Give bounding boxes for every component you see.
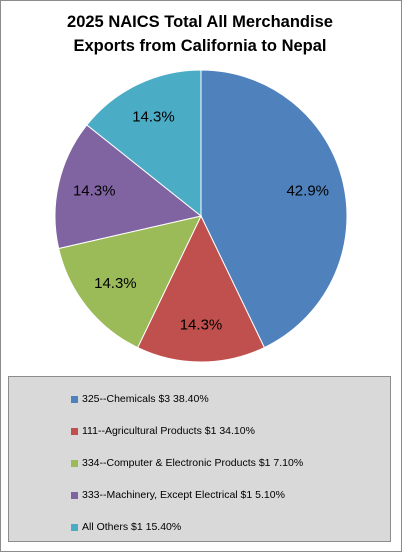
pie-slice-label-agricultural: 14.3%	[180, 316, 223, 333]
chart-title-line-2: Exports from California to Nepal	[73, 37, 327, 55]
pie-slice-label-computer: 14.3%	[94, 275, 137, 292]
legend-item-chemicals: 325--Chemicals $3 38.40%	[71, 391, 209, 407]
pie-slice-computer	[58, 215, 202, 349]
legend-swatch	[71, 523, 78, 531]
pie-slice-label-chemicals: 42.9%	[286, 183, 329, 200]
pie-slice-machinery	[54, 124, 203, 250]
pie-slice-label-machinery: 14.3%	[73, 183, 116, 200]
legend-label: 334--Computer & Electronic Products $1 7…	[82, 457, 304, 469]
legend-swatch	[71, 459, 78, 467]
pie-slice-all-others	[86, 69, 202, 218]
pie-slice-agricultural	[136, 214, 266, 363]
chart-title: 2025 NAICS Total All Merchandise Exports…	[0, 10, 400, 58]
legend-item-machinery: 333--Machinery, Except Electrical $1 5.1…	[71, 487, 285, 503]
legend-item-all-others: All Others $1 15.40%	[71, 519, 181, 535]
legend-label: All Others $1 15.40%	[82, 521, 182, 533]
pie-chart: 42.9% 14.3% 14.3% 14.3% 14.3%	[54, 69, 348, 363]
pie-slice-label-all-others: 14.3%	[132, 108, 175, 125]
legend-item-computer: 334--Computer & Electronic Products $1 7…	[71, 455, 303, 471]
legend-swatch	[71, 427, 78, 435]
legend-swatch	[71, 395, 78, 403]
legend-label: 333--Machinery, Except Electrical $1 5.1…	[82, 489, 285, 501]
legend-item-agricultural: 111--Agricultural Products $1 34.10%	[71, 423, 255, 439]
legend: 325--Chemicals $3 38.40% 111--Agricultur…	[8, 376, 391, 542]
chart-title-line-1: 2025 NAICS Total All Merchandise	[67, 13, 333, 31]
legend-label: 111--Agricultural Products $1 34.10%	[82, 425, 255, 437]
pie-slice-chemicals	[200, 69, 348, 349]
legend-swatch	[71, 491, 78, 499]
legend-label: 325--Chemicals $3 38.40%	[82, 393, 209, 405]
